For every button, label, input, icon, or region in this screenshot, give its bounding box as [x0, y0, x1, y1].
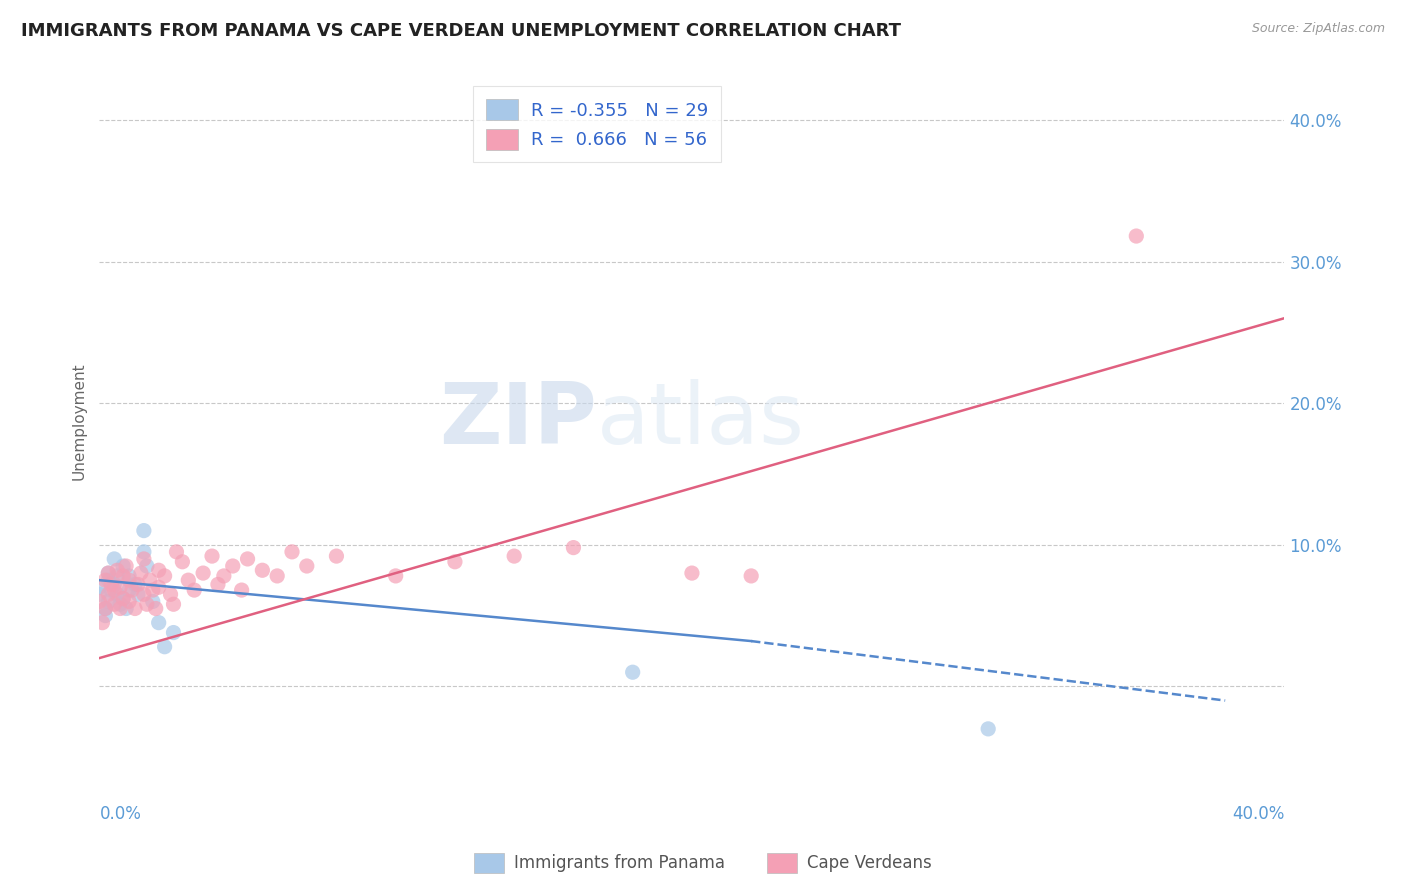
- Point: [148, 563, 170, 577]
- Point: [97, 566, 120, 580]
- Point: [132, 587, 155, 601]
- Point: [103, 577, 125, 591]
- Point: [103, 583, 125, 598]
- Point: [132, 545, 155, 559]
- Point: [162, 597, 184, 611]
- Text: 40.0%: 40.0%: [1232, 805, 1285, 823]
- Point: [127, 587, 149, 601]
- Point: [89, 580, 111, 594]
- Point: [124, 577, 146, 591]
- Point: [142, 583, 165, 598]
- Point: [129, 566, 152, 580]
- Point: [89, 594, 111, 608]
- Point: [231, 583, 253, 598]
- Point: [132, 552, 155, 566]
- Point: [103, 597, 125, 611]
- Text: ZIP: ZIP: [440, 379, 598, 462]
- Point: [207, 577, 229, 591]
- Point: [108, 597, 131, 611]
- Point: [191, 566, 214, 580]
- Text: Source: ZipAtlas.com: Source: ZipAtlas.com: [1251, 22, 1385, 36]
- Point: [121, 583, 143, 598]
- Text: IMMIGRANTS FROM PANAMA VS CAPE VERDEAN UNEMPLOYMENT CORRELATION CHART: IMMIGRANTS FROM PANAMA VS CAPE VERDEAN U…: [21, 22, 901, 40]
- Point: [177, 573, 200, 587]
- Point: [112, 569, 135, 583]
- Point: [112, 559, 135, 574]
- Point: [105, 587, 128, 601]
- Point: [135, 559, 157, 574]
- Point: [740, 569, 762, 583]
- Text: 0.0%: 0.0%: [100, 805, 142, 823]
- Point: [91, 615, 114, 630]
- Legend: R = -0.355   N = 29, R =  0.666   N = 56: R = -0.355 N = 29, R = 0.666 N = 56: [474, 87, 721, 162]
- Point: [252, 563, 274, 577]
- Point: [183, 583, 205, 598]
- Point: [236, 552, 259, 566]
- Point: [977, 722, 1000, 736]
- Point: [94, 608, 117, 623]
- Point: [127, 577, 149, 591]
- Point: [201, 549, 224, 563]
- Point: [124, 601, 146, 615]
- Point: [108, 580, 131, 594]
- Point: [97, 594, 120, 608]
- Point: [503, 549, 526, 563]
- Point: [97, 587, 120, 601]
- Text: atlas: atlas: [598, 379, 806, 462]
- Point: [118, 573, 141, 587]
- Point: [148, 615, 170, 630]
- Point: [562, 541, 585, 555]
- Point: [172, 555, 194, 569]
- Point: [112, 591, 135, 606]
- Point: [118, 569, 141, 583]
- Point: [105, 563, 128, 577]
- Point: [159, 587, 181, 601]
- Point: [621, 665, 644, 680]
- Point: [384, 569, 406, 583]
- Point: [94, 573, 117, 587]
- Point: [325, 549, 347, 563]
- Point: [135, 597, 157, 611]
- Point: [100, 583, 122, 598]
- Point: [444, 555, 467, 569]
- Point: [132, 524, 155, 538]
- Point: [105, 569, 128, 583]
- Point: [148, 580, 170, 594]
- Point: [162, 625, 184, 640]
- Y-axis label: Unemployment: Unemployment: [72, 362, 86, 480]
- Point: [139, 573, 162, 587]
- Point: [115, 559, 138, 574]
- Point: [145, 601, 167, 615]
- Point: [103, 552, 125, 566]
- Point: [222, 559, 245, 574]
- Point: [1125, 229, 1147, 244]
- Point: [108, 601, 131, 615]
- Legend: Immigrants from Panama, Cape Verdeans: Immigrants from Panama, Cape Verdeans: [468, 847, 938, 880]
- Point: [112, 591, 135, 606]
- Point: [153, 640, 176, 654]
- Point: [118, 594, 141, 608]
- Point: [681, 566, 703, 580]
- Point: [115, 601, 138, 615]
- Point: [89, 587, 111, 601]
- Point: [166, 545, 188, 559]
- Point: [212, 569, 235, 583]
- Point: [142, 594, 165, 608]
- Point: [97, 573, 120, 587]
- Point: [118, 583, 141, 598]
- Point: [94, 601, 117, 615]
- Point: [94, 601, 117, 615]
- Point: [100, 577, 122, 591]
- Point: [281, 545, 304, 559]
- Point: [266, 569, 288, 583]
- Point: [97, 566, 120, 580]
- Point: [295, 559, 318, 574]
- Point: [153, 569, 176, 583]
